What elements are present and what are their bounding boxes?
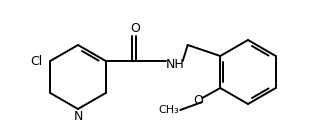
Text: Cl: Cl [30, 55, 43, 67]
Text: CH₃: CH₃ [158, 105, 179, 115]
Text: N: N [73, 109, 83, 123]
Text: O: O [130, 22, 140, 35]
Text: O: O [193, 94, 203, 107]
Text: NH: NH [165, 59, 184, 71]
